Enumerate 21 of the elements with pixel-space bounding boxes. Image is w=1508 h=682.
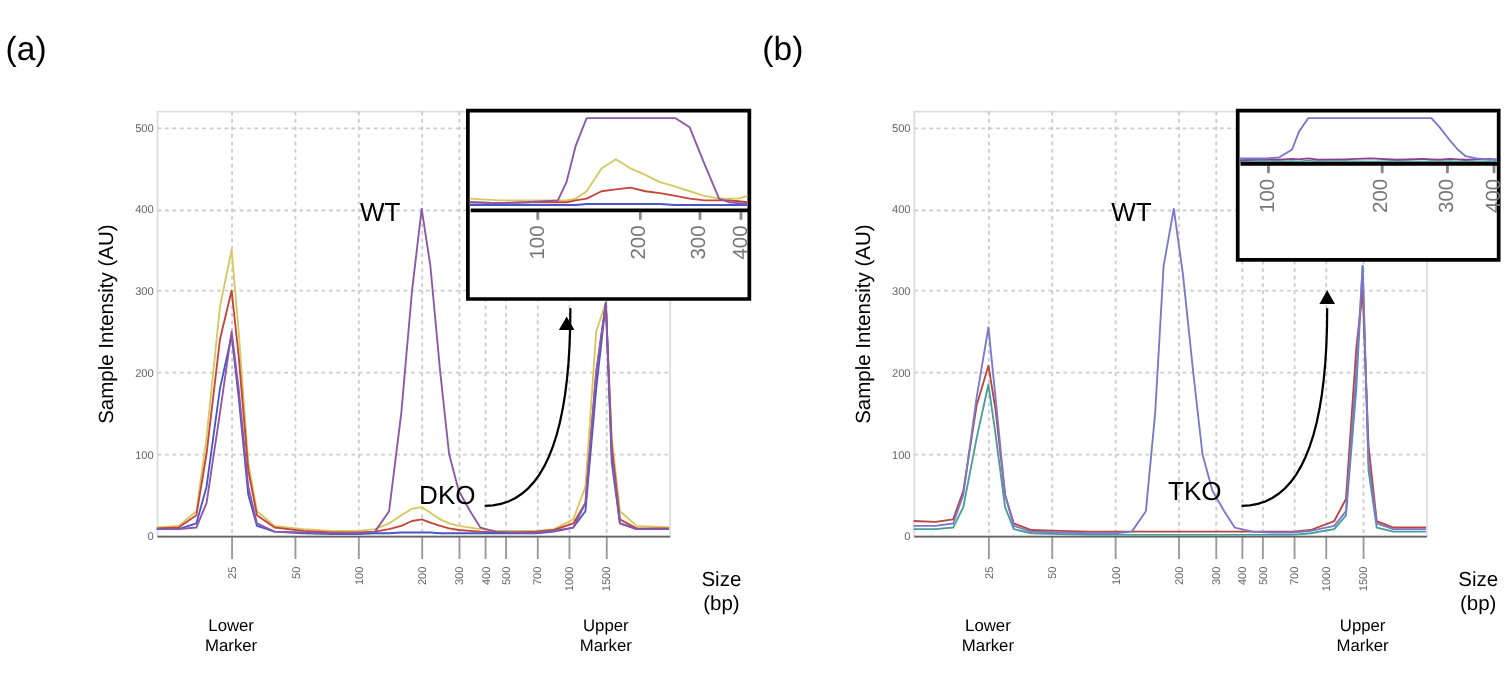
x-tick-label: 100 xyxy=(1258,178,1281,213)
x-tick-label: 200 xyxy=(629,224,652,260)
x-axis-title: Size (bp) xyxy=(1458,570,1499,617)
x-tick-label: 400 xyxy=(730,224,753,260)
x-tick-label: 200 xyxy=(1371,178,1394,213)
annotation: TKO xyxy=(1168,476,1222,507)
text: Upper Marker xyxy=(579,614,633,656)
text: Lower Marker xyxy=(961,614,1015,656)
x-axis-title: Size (bp) xyxy=(701,570,742,617)
x-tick-label: 400 xyxy=(1484,178,1507,213)
y-axis-title: Sample Intensity (AU) xyxy=(853,224,876,424)
text: Lower Marker xyxy=(205,614,258,656)
x-tick-label: 100 xyxy=(527,224,550,260)
y-axis-title: Sample Intensity (AU) xyxy=(96,224,119,424)
x-tick-label: 300 xyxy=(1437,178,1460,213)
chart-title: (b) xyxy=(762,30,804,69)
annotation: WT xyxy=(360,196,401,227)
text: Upper Marker xyxy=(1336,614,1390,656)
chart-title: (a) xyxy=(5,30,47,69)
x-tick-label: 300 xyxy=(688,224,711,260)
annotation: WT xyxy=(1111,196,1152,227)
